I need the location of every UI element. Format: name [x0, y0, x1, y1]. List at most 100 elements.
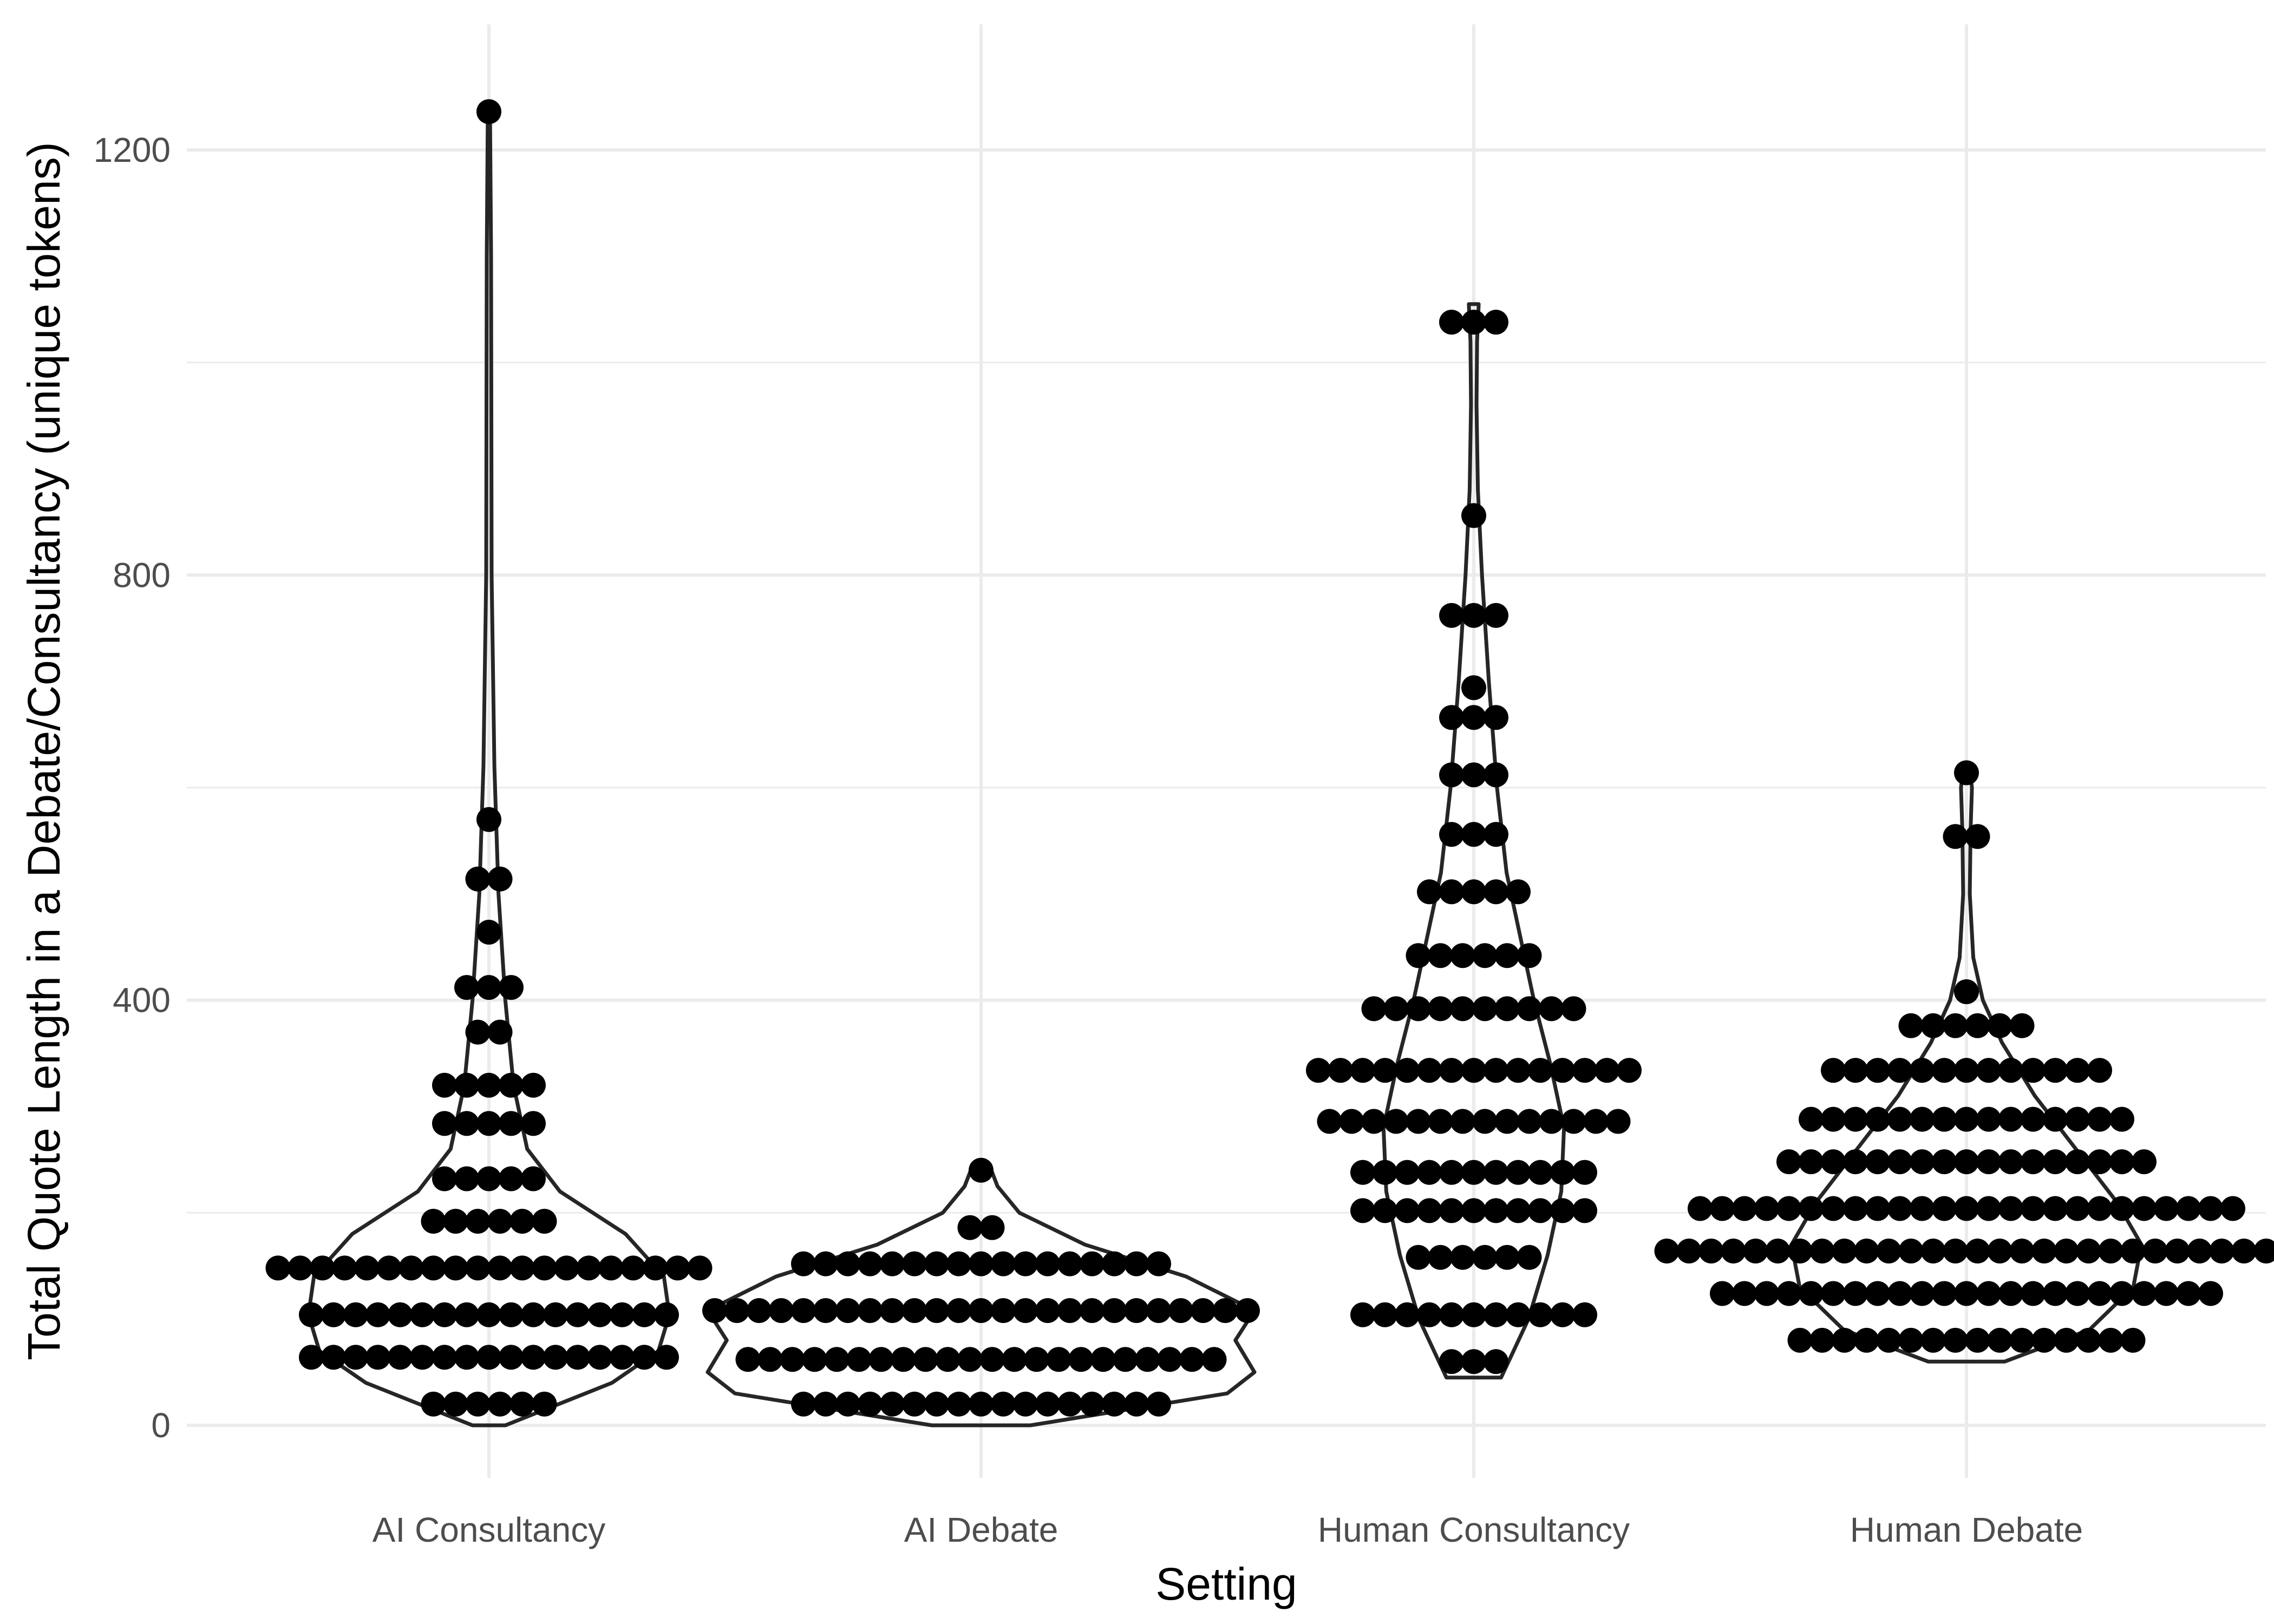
data-point — [487, 866, 513, 892]
data-point — [432, 1166, 457, 1191]
data-point — [1887, 1281, 1912, 1306]
data-point — [343, 1345, 368, 1370]
data-point — [1090, 1347, 1116, 1372]
data-point — [1472, 1109, 1498, 1134]
data-point — [421, 1209, 446, 1234]
data-point — [1484, 1349, 1508, 1374]
data-point — [1484, 1058, 1508, 1083]
data-point — [935, 1347, 960, 1372]
data-point — [1484, 1160, 1508, 1185]
data-point — [1821, 1106, 1846, 1132]
data-point — [1561, 996, 1586, 1021]
data-point — [1954, 1281, 1979, 1306]
data-point — [2065, 1058, 2090, 1083]
data-point — [858, 1298, 883, 1323]
data-point — [1461, 1349, 1486, 1374]
data-point — [287, 1255, 313, 1281]
data-point — [1517, 943, 1542, 968]
data-point — [1113, 1347, 1138, 1372]
x-axis-title: Setting — [1155, 1558, 1297, 1609]
data-point — [1506, 1160, 1531, 1185]
data-point — [1865, 1281, 1890, 1306]
data-point — [1439, 1349, 1464, 1374]
data-point — [913, 1347, 938, 1372]
data-point — [1932, 1149, 1957, 1175]
data-point — [1484, 879, 1508, 905]
data-point — [598, 1255, 624, 1281]
data-point — [1461, 1058, 1486, 1083]
data-point — [432, 1111, 457, 1136]
data-point — [979, 1347, 1005, 1372]
data-point — [2043, 1281, 2068, 1306]
data-point — [643, 1255, 668, 1281]
data-point — [1910, 1149, 1935, 1175]
data-point — [476, 99, 501, 125]
data-point — [476, 920, 501, 945]
data-point — [1461, 762, 1486, 788]
data-point — [2209, 1239, 2234, 1263]
data-point — [2176, 1196, 2201, 1221]
data-point — [1550, 1198, 1575, 1223]
grid-lines — [187, 24, 2266, 1478]
data-point — [2132, 1149, 2157, 1175]
data-point — [1395, 1198, 1420, 1223]
data-point — [443, 1209, 468, 1234]
data-point — [1417, 1302, 1442, 1327]
data-point — [1809, 1327, 1835, 1353]
data-point — [509, 1209, 535, 1234]
data-point — [2198, 1196, 2223, 1221]
data-point — [1506, 1302, 1531, 1327]
data-point — [1328, 1058, 1353, 1083]
data-point — [1732, 1196, 1757, 1221]
data-point — [2043, 1149, 2068, 1175]
data-point — [2087, 1106, 2112, 1132]
data-point — [1439, 603, 1464, 628]
data-point — [1743, 1239, 1768, 1263]
data-point — [1428, 1245, 1453, 1270]
data-point — [1595, 1058, 1619, 1083]
data-point — [1002, 1347, 1027, 1372]
data-point — [969, 1298, 994, 1323]
data-point — [924, 1391, 949, 1417]
data-point — [521, 1111, 546, 1136]
data-point — [835, 1251, 860, 1276]
data-point — [465, 1209, 491, 1234]
data-point — [1887, 1149, 1912, 1175]
data-point — [521, 1345, 546, 1370]
data-point — [1461, 1198, 1486, 1223]
data-point — [443, 1391, 468, 1417]
data-point — [1506, 1198, 1531, 1223]
data-point — [1965, 1327, 1990, 1353]
data-point — [1494, 943, 1520, 968]
data-point — [487, 1019, 513, 1045]
data-point — [813, 1298, 838, 1323]
data-point — [1350, 1058, 1375, 1083]
data-point — [332, 1255, 357, 1281]
data-point — [1987, 1013, 2012, 1038]
data-point — [835, 1391, 860, 1417]
data-point — [2009, 1239, 2035, 1263]
data-point — [1235, 1298, 1260, 1323]
data-point — [632, 1345, 657, 1370]
data-point — [2021, 1058, 2046, 1083]
data-point — [724, 1298, 749, 1323]
data-point — [499, 1072, 524, 1098]
data-point — [654, 1345, 679, 1370]
data-point — [1461, 503, 1486, 528]
data-point — [1932, 1058, 1957, 1083]
data-point — [2031, 1327, 2057, 1353]
data-point — [1472, 1245, 1498, 1270]
data-point — [1450, 1109, 1475, 1134]
data-point — [454, 975, 479, 1000]
data-point — [769, 1298, 794, 1323]
data-point — [532, 1209, 557, 1234]
data-point — [321, 1345, 346, 1370]
data-point — [521, 1166, 546, 1191]
data-point — [1787, 1239, 1813, 1263]
data-point — [1528, 1058, 1553, 1083]
data-point — [1910, 1196, 1935, 1221]
data-point — [2231, 1239, 2257, 1263]
data-point — [1987, 1327, 2012, 1353]
data-point — [2054, 1239, 2079, 1263]
data-point — [476, 1111, 501, 1136]
